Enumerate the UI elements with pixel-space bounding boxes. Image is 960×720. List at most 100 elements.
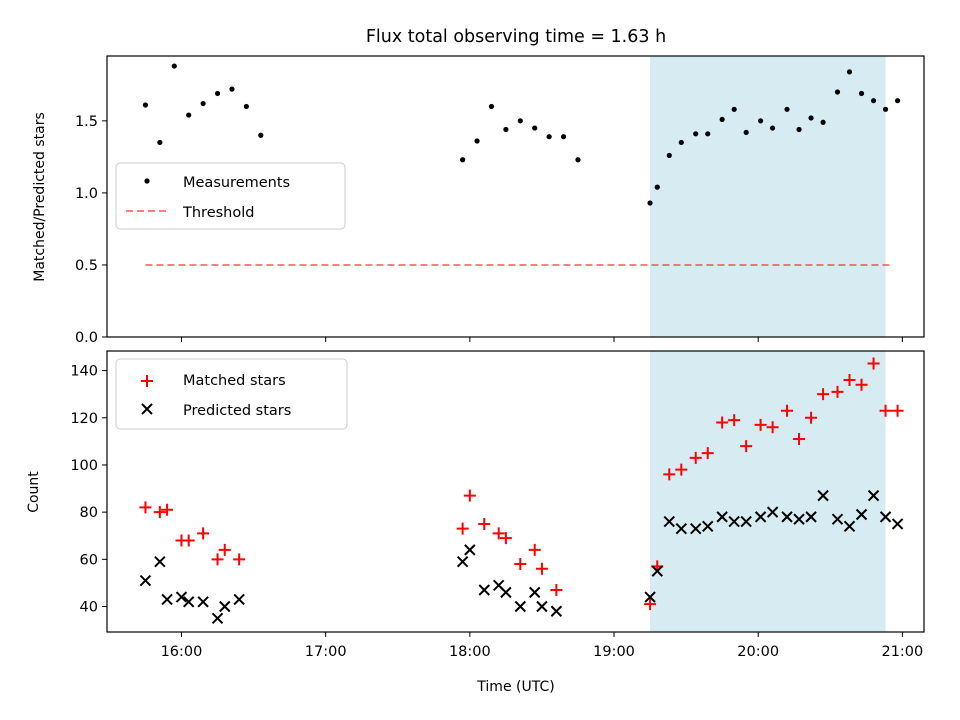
matched-stars-point xyxy=(831,385,844,398)
matched-stars-point xyxy=(492,527,505,540)
predicted-stars-point xyxy=(139,574,152,587)
measurements-point xyxy=(858,90,865,97)
predicted-stars-point xyxy=(891,518,904,530)
predicted-stars-point xyxy=(675,522,688,535)
count-y-axis-label: Count xyxy=(26,471,42,513)
measurements-point xyxy=(666,152,672,159)
measurements-point xyxy=(731,106,737,112)
x-tick-label: 20:00 xyxy=(737,644,779,660)
predicted-stars-point xyxy=(793,513,805,525)
measurements-point xyxy=(474,138,480,144)
measurements-point xyxy=(142,102,149,108)
ratio-legend: Measurements Threshold xyxy=(115,162,346,230)
matched-stars-point xyxy=(663,468,676,481)
measurements-point xyxy=(820,119,826,125)
predicted-stars-point xyxy=(211,612,224,625)
x-tick-label: 19:00 xyxy=(593,644,635,660)
predicted-stars-point xyxy=(644,591,656,603)
chart-title: Flux total observing time = 1.63 h xyxy=(366,27,666,47)
ratio-panel: 0.0 0.5 1.0 1.5 Matched/Predicted stars Mea… xyxy=(32,55,925,346)
count-legend: Matched stars Predicted stars xyxy=(115,358,348,430)
x-tick-label: 16:00 xyxy=(161,644,203,660)
ratio-shaded-span xyxy=(650,56,886,337)
measurements-point xyxy=(796,126,802,133)
y-tick-label: 120 xyxy=(70,411,98,427)
predicted-stars-point xyxy=(478,584,490,596)
ratio-y-axis-label: Matched/Predicted stars xyxy=(32,112,48,282)
predicted-stars-point xyxy=(464,544,476,556)
measurements-point xyxy=(460,157,466,163)
matched-stars-point xyxy=(644,598,657,611)
measurements-point xyxy=(834,89,841,95)
predicted-stars-point xyxy=(175,591,188,603)
matched-stars-point xyxy=(218,543,231,556)
measurements-point xyxy=(560,134,567,140)
y-tick-label: 1.5 xyxy=(75,114,98,130)
matched-stars-point xyxy=(161,503,174,516)
ratio-axes-frame xyxy=(106,55,925,338)
measurements-point xyxy=(243,103,249,110)
measurements-point xyxy=(171,63,177,69)
measurements-point xyxy=(894,98,901,104)
measurements-point xyxy=(532,125,538,131)
y-tick-label: 100 xyxy=(70,458,98,474)
matched-stars-point xyxy=(675,463,688,476)
measurements-point xyxy=(784,106,790,112)
measurements-point xyxy=(870,98,877,104)
y-tick-label: 140 xyxy=(70,364,98,380)
measurements-point xyxy=(503,126,509,133)
y-tick-label: 0.5 xyxy=(75,258,98,274)
legend-threshold-label: Threshold xyxy=(182,205,254,221)
matched-stars-point xyxy=(701,447,714,460)
predicted-stars-point xyxy=(154,555,166,568)
predicted-stars-point xyxy=(728,515,740,528)
measurements-point xyxy=(157,139,163,146)
predicted-stars-point xyxy=(529,586,541,599)
predicted-stars-point xyxy=(855,508,868,521)
measurements-point xyxy=(214,90,221,97)
matched-stars-point xyxy=(233,553,246,566)
matched-stars-point xyxy=(197,527,210,540)
measurements-point xyxy=(693,131,699,137)
predicted-stars-point xyxy=(754,511,767,523)
matched-stars-point xyxy=(817,388,830,401)
measurements-point xyxy=(808,115,814,121)
matched-stars-point xyxy=(891,404,904,417)
predicted-stars-point xyxy=(690,522,702,535)
matched-stars-point xyxy=(754,418,767,431)
count-legend-box xyxy=(115,358,348,430)
legend-measurements-label: Measurements xyxy=(183,175,290,191)
legend-matched-stars-label: Matched stars xyxy=(183,373,286,389)
y-tick-label: 60 xyxy=(80,552,98,568)
matched-stars-point xyxy=(139,501,152,514)
predicted-stars-point xyxy=(550,605,563,617)
measurements-point xyxy=(654,184,660,190)
legend-measurements-swatch xyxy=(144,178,150,184)
x-tick-label: 21:00 xyxy=(881,644,923,660)
ratio-x-ticks xyxy=(180,337,903,342)
matched-stars-point xyxy=(463,489,476,502)
matched-stars-point xyxy=(867,357,880,370)
count-shaded-span xyxy=(650,351,886,632)
matched-stars-point xyxy=(843,374,856,387)
y-tick-label: 0.0 xyxy=(75,330,98,346)
x-tick-label: 17:00 xyxy=(305,644,347,660)
measurements-point xyxy=(882,106,889,112)
predicted-stars-point xyxy=(805,511,817,523)
matched-stars-point xyxy=(535,562,548,575)
predicted-stars-point xyxy=(197,596,209,608)
y-tick-label: 40 xyxy=(80,600,98,616)
measurements-point xyxy=(758,118,764,124)
matched-stars-point xyxy=(478,517,491,530)
predicted-stars-point xyxy=(219,600,231,613)
legend-predicted-stars-label: Predicted stars xyxy=(183,403,291,419)
matched-stars-point xyxy=(740,440,753,453)
matched-stars-point xyxy=(728,414,741,427)
predicted-stars-point xyxy=(161,593,173,606)
measurements-point xyxy=(719,116,725,123)
y-tick-label: 1.0 xyxy=(75,186,98,202)
predicted-stars-point xyxy=(716,511,728,523)
matched-stars-point xyxy=(550,584,563,597)
matched-stars-point xyxy=(211,553,224,566)
